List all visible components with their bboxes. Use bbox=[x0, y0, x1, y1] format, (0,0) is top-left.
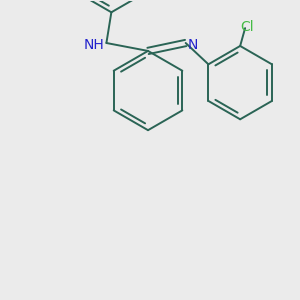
Text: NH: NH bbox=[84, 38, 104, 52]
Text: N: N bbox=[188, 38, 198, 52]
Text: Cl: Cl bbox=[240, 20, 254, 34]
